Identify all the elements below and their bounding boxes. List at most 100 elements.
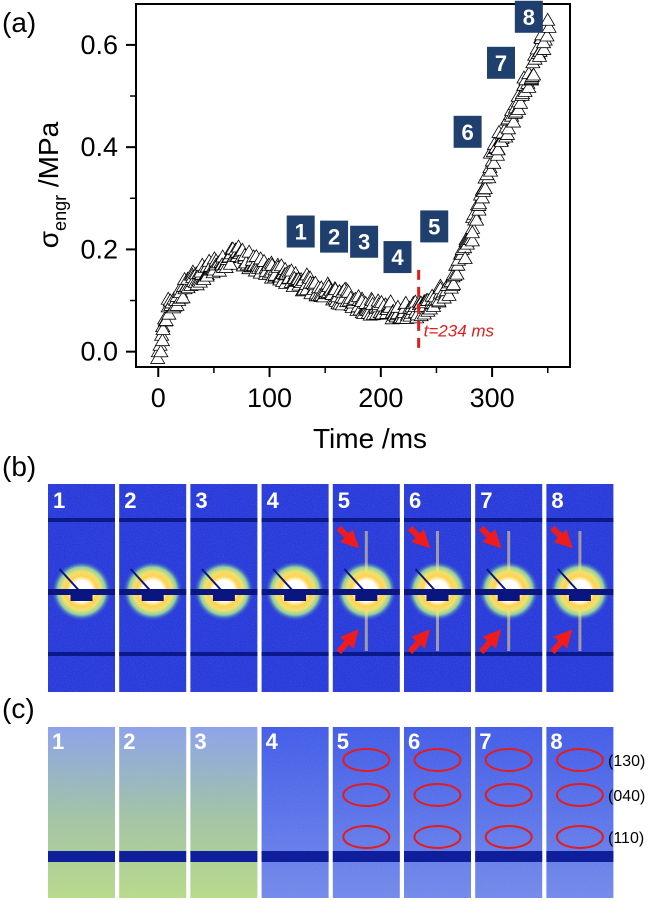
- data-point: [477, 180, 493, 195]
- reflection-label: (130): [608, 753, 645, 770]
- panel-label-c: (c): [2, 693, 35, 724]
- waxs-reflection-circle: [484, 783, 533, 807]
- data-point: [521, 79, 537, 93]
- y-tick-label: 0.2: [80, 234, 118, 264]
- saxs-detector-gap: [546, 518, 614, 522]
- reflection-labels: (130) (040) (110): [608, 753, 645, 847]
- y-tick-label: 0.0: [80, 337, 118, 367]
- saxs-detector-gap: [404, 518, 471, 522]
- waxs-reflection-circle: [413, 825, 462, 849]
- waxs-reflection-circle: [413, 748, 462, 772]
- saxs-beamstop-arm: [485, 568, 508, 592]
- saxs-frame-6: 6: [404, 484, 471, 692]
- waxs-frame-label: 4: [266, 729, 279, 754]
- data-point: [464, 225, 481, 239]
- data-point: [464, 233, 481, 247]
- data-point: [445, 276, 462, 290]
- y-tick-label: 0.4: [80, 132, 118, 162]
- saxs-beamstop-arm: [272, 568, 294, 592]
- y-tick-label: 0.6: [80, 30, 118, 60]
- data-point: [149, 350, 166, 364]
- waxs-frame-6: 6: [404, 727, 471, 898]
- data-point: [441, 287, 457, 301]
- x-axis-title: Time /ms: [313, 423, 427, 454]
- waxs-frame-label: 2: [123, 729, 135, 754]
- saxs-beamstop-arm: [129, 568, 152, 592]
- frame-marker-box: [350, 225, 379, 258]
- data-point: [505, 114, 522, 128]
- data-point: [474, 190, 491, 204]
- saxs-frame-label: 3: [195, 488, 207, 513]
- data-point: [158, 312, 174, 326]
- saxs-beamstop-arm: [557, 568, 579, 592]
- saxs-detector-gap: [190, 518, 258, 522]
- waxs-reflection-circle: [484, 825, 533, 849]
- waxs-detector-gap: [475, 851, 543, 862]
- panel-label-b: (b): [2, 451, 36, 482]
- frame-marker-label: 5: [428, 214, 440, 239]
- waxs-frame-label: 7: [479, 729, 491, 754]
- frame-marker-4: 4: [383, 241, 412, 274]
- waxs-noise: [190, 727, 258, 898]
- saxs-frame-label: 4: [267, 488, 280, 513]
- data-points: [149, 12, 557, 364]
- x-tick-label: 0: [151, 383, 166, 413]
- panel-label-a: (a): [2, 7, 36, 38]
- saxs-beamstop-arm: [343, 568, 366, 592]
- data-point: [539, 12, 556, 26]
- frame-marker-5: 5: [420, 210, 449, 243]
- data-point: [531, 48, 548, 62]
- waxs-detector-gap: [190, 851, 258, 862]
- waxs-reflection-circle: [555, 825, 604, 849]
- frame-marker-box: [320, 220, 349, 253]
- data-point: [468, 212, 485, 226]
- waxs-reflection-circle: [555, 748, 604, 772]
- saxs-arrow-lower: [550, 629, 573, 654]
- waxs-reflection-circle: [484, 748, 533, 772]
- saxs-detector-gap: [475, 518, 543, 522]
- x-tick-label: 100: [247, 383, 292, 413]
- data-point: [535, 34, 552, 49]
- stress-time-chart: 0 100 200 300 0.0 0.2 0.4 0.6 t=234 ms 1 2 345 6 7…: [33, 0, 571, 454]
- frame-marker-6: 6: [453, 115, 482, 148]
- saxs-frame-label: 2: [124, 488, 136, 513]
- waxs-reflection-circle: [342, 825, 391, 849]
- saxs-arrow-lower: [336, 629, 359, 654]
- saxs-beamstop: [141, 591, 164, 601]
- data-point: [222, 256, 239, 270]
- frame-marker-7: 7: [487, 46, 516, 79]
- saxs-arrow-upper: [479, 525, 502, 549]
- plot-frame: [135, 3, 571, 368]
- saxs-frame-label: 1: [53, 488, 65, 513]
- frame-markers: 1 2 345 6 78: [286, 0, 543, 274]
- data-point: [153, 344, 169, 358]
- saxs-beamstop: [284, 591, 307, 601]
- frame-marker-box: [487, 46, 516, 79]
- saxs-frame-8: 8: [546, 484, 614, 692]
- frame-marker-8: 8: [514, 0, 543, 33]
- frame-marker-label: 3: [358, 230, 370, 255]
- saxs-detector-gap: [261, 652, 329, 656]
- waxs-frame-1: 1: [48, 727, 115, 898]
- data-point: [457, 250, 473, 264]
- y-axis-title: σengr /MPa: [33, 121, 70, 248]
- waxs-frame-label: 5: [337, 729, 349, 754]
- saxs-frame-5: 5: [332, 484, 400, 692]
- waxs-detector-gap: [48, 851, 115, 862]
- waxs-reflection-circle: [555, 783, 604, 807]
- frame-marker-label: 6: [461, 120, 473, 145]
- saxs-detector-gap: [332, 652, 400, 656]
- data-point: [525, 67, 542, 81]
- data-point: [154, 333, 171, 347]
- waxs-detector-gap: [404, 851, 471, 862]
- x-tick-labels: 0 100 200 300: [151, 383, 515, 413]
- frame-marker-label: 7: [495, 51, 507, 76]
- saxs-detector-gap: [190, 652, 258, 656]
- saxs-frame-4: 4: [261, 484, 329, 692]
- waxs-detector-gap: [119, 851, 187, 862]
- saxs-beamstop: [497, 591, 520, 601]
- saxs-detector-gap: [546, 652, 614, 656]
- waxs-frame-label: 8: [550, 729, 562, 754]
- saxs-beamstop: [568, 591, 591, 601]
- saxs-beamstop: [426, 591, 449, 601]
